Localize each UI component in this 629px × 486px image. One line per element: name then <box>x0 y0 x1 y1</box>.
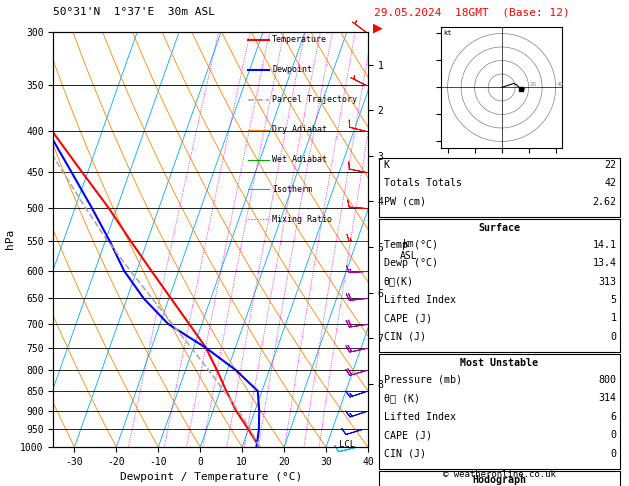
Text: Dewp (°C): Dewp (°C) <box>384 258 438 268</box>
Text: Totals Totals: Totals Totals <box>384 178 462 189</box>
Text: 25: 25 <box>315 447 323 453</box>
Text: Hodograph: Hodograph <box>472 475 526 485</box>
Text: 15: 15 <box>280 447 289 453</box>
Text: CIN (J): CIN (J) <box>384 449 426 459</box>
Text: Mixing Ratio: Mixing Ratio <box>272 215 332 224</box>
Text: 314: 314 <box>598 393 616 403</box>
Text: 5: 5 <box>610 295 616 305</box>
Text: 313: 313 <box>598 277 616 287</box>
Y-axis label: km
ASL: km ASL <box>400 240 418 261</box>
Text: CIN (J): CIN (J) <box>384 332 426 342</box>
Text: Temperature: Temperature <box>272 35 327 44</box>
Text: Lifted Index: Lifted Index <box>384 412 455 422</box>
Text: 2.62: 2.62 <box>593 197 616 207</box>
X-axis label: Dewpoint / Temperature (°C): Dewpoint / Temperature (°C) <box>120 472 302 483</box>
Text: kt: kt <box>443 30 452 36</box>
Text: © weatheronline.co.uk: © weatheronline.co.uk <box>443 469 555 479</box>
Text: K: K <box>384 160 390 170</box>
Text: Most Unstable: Most Unstable <box>460 358 538 368</box>
Text: 0: 0 <box>610 430 616 440</box>
Text: Dry Adiabat: Dry Adiabat <box>272 125 327 134</box>
Text: Pressure (mb): Pressure (mb) <box>384 375 462 385</box>
Text: 3: 3 <box>184 447 189 453</box>
Text: 29.05.2024  18GMT  (Base: 12): 29.05.2024 18GMT (Base: 12) <box>374 7 570 17</box>
Text: CAPE (J): CAPE (J) <box>384 313 431 324</box>
Text: 14.1: 14.1 <box>593 240 616 250</box>
Text: Isotherm: Isotherm <box>272 185 312 194</box>
Text: PW (cm): PW (cm) <box>384 197 426 207</box>
Text: 22: 22 <box>604 160 616 170</box>
Text: 42: 42 <box>604 178 616 189</box>
Text: 1: 1 <box>126 447 131 453</box>
Text: 10: 10 <box>254 447 263 453</box>
Text: ▶: ▶ <box>373 22 382 35</box>
Text: 20: 20 <box>530 82 537 87</box>
Y-axis label: hPa: hPa <box>4 229 14 249</box>
Text: Parcel Trajectory: Parcel Trajectory <box>272 95 357 104</box>
Text: 13.4: 13.4 <box>593 258 616 268</box>
Text: θᴄ(K): θᴄ(K) <box>384 277 414 287</box>
Text: 6: 6 <box>610 412 616 422</box>
Text: 4: 4 <box>201 447 205 453</box>
Text: 20: 20 <box>299 447 308 453</box>
Text: 800: 800 <box>598 375 616 385</box>
Text: 0: 0 <box>610 449 616 459</box>
Text: LCL: LCL <box>339 440 355 449</box>
Text: Wet Adiabat: Wet Adiabat <box>272 155 327 164</box>
Text: Temp (°C): Temp (°C) <box>384 240 438 250</box>
Text: Surface: Surface <box>478 223 520 233</box>
Text: Lifted Index: Lifted Index <box>384 295 455 305</box>
Text: 2: 2 <box>162 447 167 453</box>
Text: Dewpoint: Dewpoint <box>272 65 312 74</box>
Text: θᴄ (K): θᴄ (K) <box>384 393 420 403</box>
Text: CAPE (J): CAPE (J) <box>384 430 431 440</box>
Text: 40: 40 <box>557 82 564 87</box>
Text: 6: 6 <box>225 447 229 453</box>
Text: 1: 1 <box>610 313 616 324</box>
Text: 0: 0 <box>610 332 616 342</box>
Text: 8: 8 <box>242 447 247 453</box>
Text: 50°31'N  1°37'E  30m ASL: 50°31'N 1°37'E 30m ASL <box>53 7 216 17</box>
